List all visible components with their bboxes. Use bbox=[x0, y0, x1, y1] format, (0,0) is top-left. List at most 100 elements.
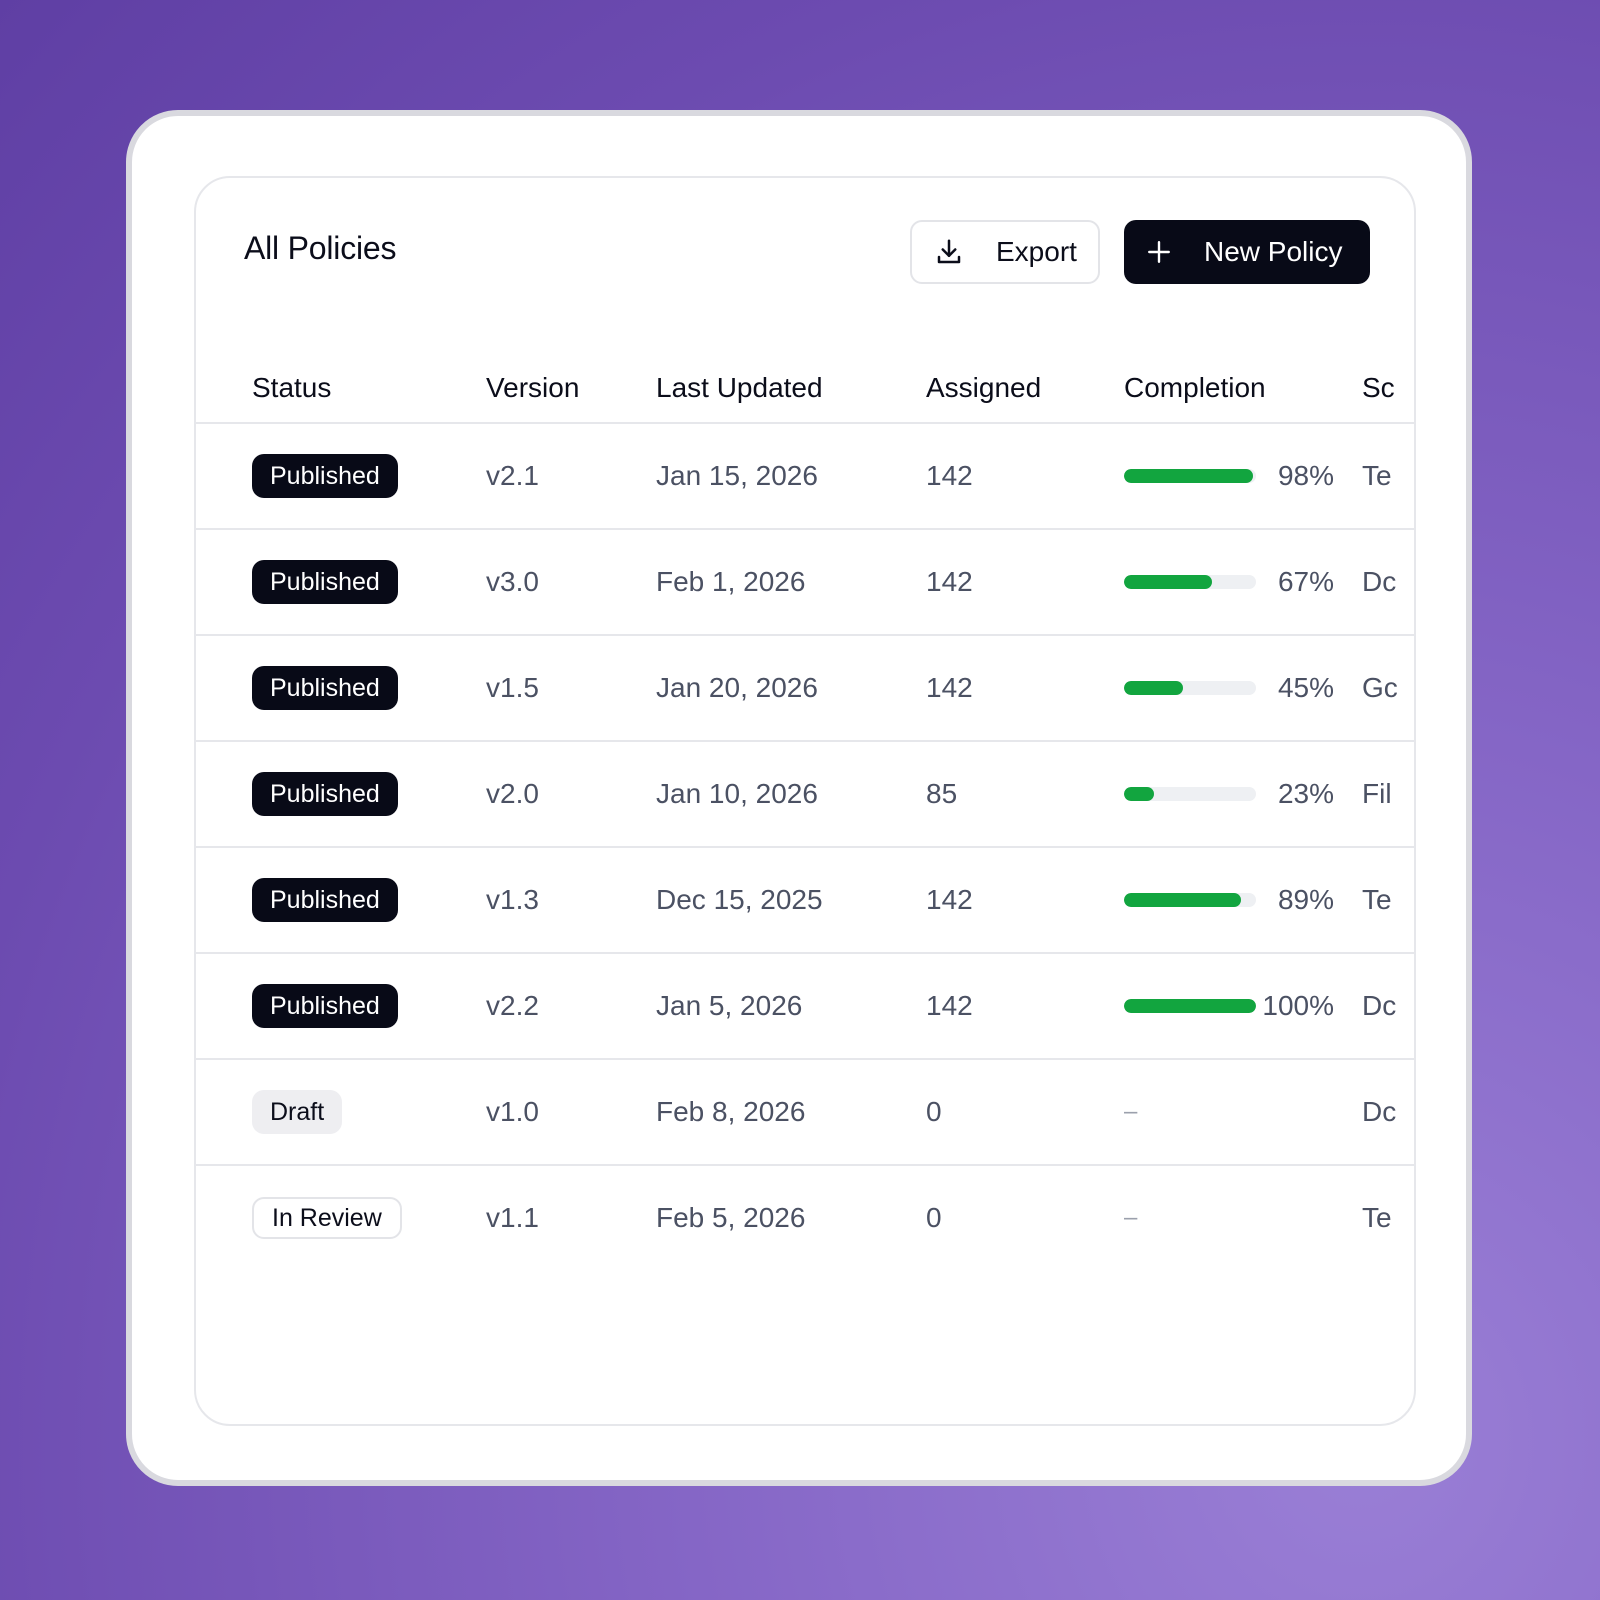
version-cell: v2.1 bbox=[486, 460, 539, 491]
column-header-version[interactable]: Version bbox=[486, 372, 580, 403]
completion-progress-bar bbox=[1124, 575, 1256, 589]
completion-percent: 67% bbox=[1277, 566, 1334, 597]
table-row[interactable]: Published v1.5 Jan 20, 2026 142 45% Gc bbox=[196, 636, 1414, 742]
plus-icon bbox=[1148, 241, 1170, 263]
version-cell: v3.0 bbox=[486, 566, 539, 597]
completion-cell: 45% bbox=[1124, 636, 1334, 740]
last-updated-cell: Feb 1, 2026 bbox=[656, 566, 806, 597]
table-body: Published v2.1 Jan 15, 2026 142 98% Te P… bbox=[196, 424, 1414, 1272]
last-updated-cell: Jan 15, 2026 bbox=[656, 460, 818, 491]
status-cell: Draft bbox=[252, 1060, 343, 1164]
completion-cell: 67% bbox=[1124, 530, 1334, 634]
scope-cell: Dc bbox=[1362, 566, 1397, 597]
scope-cell: Gc bbox=[1362, 672, 1398, 703]
completion-progress-fill bbox=[1124, 787, 1155, 801]
last-updated-cell: Dec 15, 2025 bbox=[656, 884, 823, 915]
version-cell: v1.3 bbox=[486, 884, 539, 915]
completion-empty: – bbox=[1124, 1098, 1138, 1125]
assigned-cell: 142 bbox=[926, 990, 973, 1021]
completion-cell: – bbox=[1124, 1166, 1334, 1270]
assigned-cell: 142 bbox=[926, 672, 973, 703]
completion-percent: 23% bbox=[1277, 778, 1334, 809]
completion-percent: 45% bbox=[1277, 672, 1334, 703]
status-cell: Published bbox=[252, 742, 398, 846]
completion-cell: 100% bbox=[1124, 954, 1334, 1058]
completion-percent: 100% bbox=[1262, 990, 1334, 1021]
table-row[interactable]: Published v1.3 Dec 15, 2025 142 89% Te bbox=[196, 848, 1414, 954]
last-updated-cell: Feb 5, 2026 bbox=[656, 1202, 806, 1233]
status-badge: Published bbox=[252, 666, 398, 710]
last-updated-cell: Feb 8, 2026 bbox=[656, 1096, 806, 1127]
scope-cell: Dc bbox=[1362, 990, 1397, 1021]
completion-progress-bar bbox=[1124, 469, 1256, 483]
completion-progress-fill bbox=[1124, 469, 1254, 483]
export-label: Export bbox=[996, 236, 1077, 267]
version-cell: v1.5 bbox=[486, 672, 539, 703]
new-policy-label: New Policy bbox=[1204, 236, 1343, 267]
status-badge: Published bbox=[252, 772, 398, 816]
completion-cell: – bbox=[1124, 1060, 1334, 1164]
version-cell: v1.0 bbox=[486, 1096, 539, 1127]
policies-table: Status Version Last Updated Assigned Com… bbox=[196, 370, 1414, 1272]
completion-cell: 23% bbox=[1124, 742, 1334, 846]
scope-cell: Dc bbox=[1362, 1096, 1397, 1127]
column-header-status[interactable]: Status bbox=[252, 372, 332, 403]
outer-card: All Policies Export New Policy Status Ve… bbox=[126, 110, 1472, 1486]
status-badge: Draft bbox=[252, 1090, 343, 1134]
version-cell: v2.0 bbox=[486, 778, 539, 809]
assigned-cell: 142 bbox=[926, 460, 973, 491]
status-badge: Published bbox=[252, 984, 398, 1028]
last-updated-cell: Jan 20, 2026 bbox=[656, 672, 818, 703]
table-row[interactable]: Published v2.0 Jan 10, 2026 85 23% Fil bbox=[196, 742, 1414, 848]
status-badge: Published bbox=[252, 878, 398, 922]
completion-progress-bar bbox=[1124, 999, 1256, 1013]
table-row[interactable]: Draft v1.0 Feb 8, 2026 0 – Dc bbox=[196, 1060, 1414, 1166]
completion-progress-bar bbox=[1124, 893, 1256, 907]
completion-progress-bar bbox=[1124, 787, 1256, 801]
table-row[interactable]: Published v3.0 Feb 1, 2026 142 67% Dc bbox=[196, 530, 1414, 636]
completion-progress-fill bbox=[1124, 999, 1256, 1013]
status-badge: In Review bbox=[252, 1197, 402, 1239]
completion-cell: 98% bbox=[1124, 424, 1334, 528]
completion-progress-fill bbox=[1124, 681, 1184, 695]
column-header-scope[interactable]: Sc bbox=[1362, 372, 1395, 403]
assigned-cell: 0 bbox=[926, 1096, 942, 1127]
status-badge: Published bbox=[252, 454, 398, 498]
new-policy-button[interactable]: New Policy bbox=[1124, 220, 1370, 284]
completion-progress-fill bbox=[1124, 575, 1213, 589]
download-icon bbox=[937, 239, 961, 264]
assigned-cell: 0 bbox=[926, 1202, 942, 1233]
completion-cell: 89% bbox=[1124, 848, 1334, 952]
scope-cell: Te bbox=[1362, 460, 1392, 491]
completion-empty: – bbox=[1124, 1204, 1138, 1231]
column-header-completion[interactable]: Completion bbox=[1124, 372, 1266, 403]
policies-panel: All Policies Export New Policy Status Ve… bbox=[194, 176, 1416, 1426]
completion-percent: 98% bbox=[1277, 460, 1334, 491]
status-cell: Published bbox=[252, 424, 398, 528]
version-cell: v2.2 bbox=[486, 990, 539, 1021]
table-header: Status Version Last Updated Assigned Com… bbox=[196, 370, 1414, 424]
completion-progress-fill bbox=[1124, 893, 1242, 907]
table-row[interactable]: Published v2.1 Jan 15, 2026 142 98% Te bbox=[196, 424, 1414, 530]
page-title: All Policies bbox=[244, 230, 397, 266]
table-row[interactable]: Published v2.2 Jan 5, 2026 142 100% Dc bbox=[196, 954, 1414, 1060]
assigned-cell: 85 bbox=[926, 778, 958, 809]
status-badge: Published bbox=[252, 560, 398, 604]
completion-progress-bar bbox=[1124, 681, 1256, 695]
export-button[interactable]: Export bbox=[910, 220, 1100, 284]
status-cell: In Review bbox=[252, 1166, 402, 1270]
assigned-cell: 142 bbox=[926, 884, 973, 915]
assigned-cell: 142 bbox=[926, 566, 973, 597]
column-header-last-updated[interactable]: Last Updated bbox=[656, 372, 823, 403]
version-cell: v1.1 bbox=[486, 1202, 539, 1233]
scope-cell: Fil bbox=[1362, 778, 1392, 809]
scope-cell: Te bbox=[1362, 1202, 1392, 1233]
panel-header: All Policies Export New Policy bbox=[196, 178, 1414, 328]
status-cell: Published bbox=[252, 530, 398, 634]
table-row[interactable]: In Review v1.1 Feb 5, 2026 0 – Te bbox=[196, 1166, 1414, 1272]
status-cell: Published bbox=[252, 636, 398, 740]
last-updated-cell: Jan 5, 2026 bbox=[656, 990, 803, 1021]
column-header-assigned[interactable]: Assigned bbox=[926, 372, 1042, 403]
scope-cell: Te bbox=[1362, 884, 1392, 915]
status-cell: Published bbox=[252, 848, 398, 952]
